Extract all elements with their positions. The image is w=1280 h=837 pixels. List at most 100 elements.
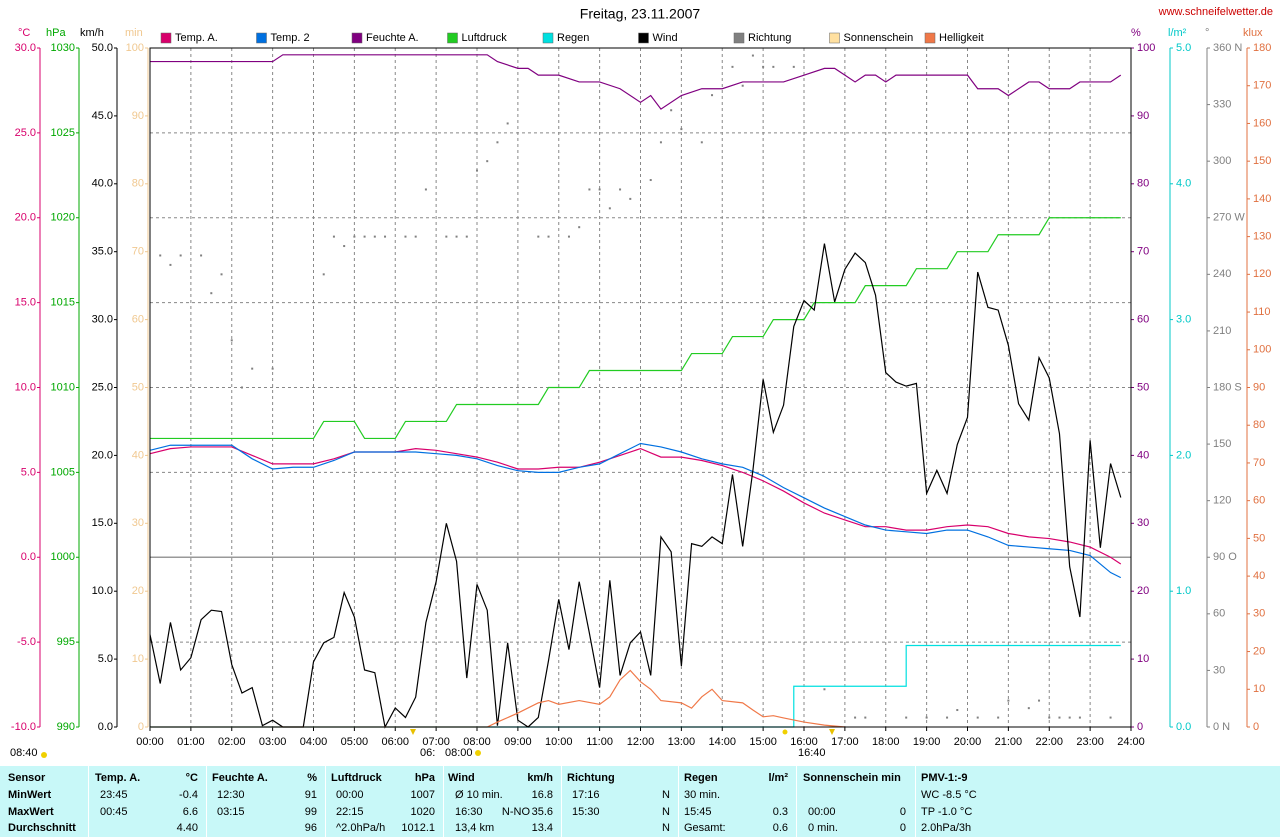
axis-unit: °C [18, 27, 30, 39]
direction-dot [905, 716, 908, 719]
y-tick-label: 30.0 [15, 42, 36, 54]
table-cell: 0 [899, 822, 906, 834]
legend-label: Helligkeit [939, 32, 984, 44]
table-cell: 4.40 [176, 822, 198, 834]
y-tick-label: 0.0 [21, 551, 36, 563]
annotation: 06: [420, 747, 435, 759]
y-tick-label: 10 [1253, 683, 1265, 695]
x-tick-label: 04:00 [300, 736, 328, 748]
axis-unit: klux [1243, 27, 1263, 39]
direction-dot [946, 716, 949, 719]
y-tick-label: 35.0 [92, 246, 113, 258]
y-tick-label: 70 [1137, 246, 1149, 258]
y-tick-label: 1000 [51, 551, 75, 563]
table-cell: MaxWert [8, 806, 54, 818]
direction-dot [169, 263, 172, 266]
legend-label: Regen [557, 32, 589, 44]
x-tick-label: 18:00 [872, 736, 900, 748]
direction-dot [680, 128, 683, 131]
y-tick-label: 1005 [51, 466, 75, 478]
x-tick-label: 15:00 [749, 736, 777, 748]
direction-dot [476, 169, 478, 172]
column-separator [796, 766, 797, 837]
table-cell: Feuchte A. [212, 772, 268, 784]
direction-dot [731, 65, 734, 68]
y-tick-label: 80 [132, 178, 144, 190]
table-cell: 0 [899, 806, 906, 818]
axis-unit: l/m² [1168, 27, 1187, 39]
legend-label: Sonnenschein [844, 32, 914, 44]
direction-dot [1007, 699, 1010, 702]
y-tick-label: 25.0 [92, 381, 113, 393]
series-line [150, 669, 845, 728]
axis-unit: ° [1205, 27, 1209, 39]
x-tick-label: 02:00 [218, 736, 246, 748]
table-cell: 16:30 [455, 806, 483, 818]
y-tick-label: 90 [1137, 110, 1149, 122]
table-cell: 16.8 [531, 789, 553, 801]
table-cell: 03:15 [217, 806, 245, 818]
direction-dot [649, 179, 652, 182]
direction-dot [1027, 707, 1030, 710]
y-tick-label: 170 [1253, 80, 1271, 92]
direction-dot [271, 367, 274, 370]
y-tick-label: 30 [1253, 608, 1265, 620]
axis-unit: hPa [46, 27, 66, 39]
x-tick-label: 17:00 [831, 736, 859, 748]
y-tick-label: 150 [1213, 438, 1231, 450]
series-line [149, 243, 1122, 729]
legend-swatch [733, 32, 745, 44]
x-tick-label: 08:00 [463, 736, 491, 748]
source-link: www.schneifelwetter.de [1158, 6, 1273, 18]
legend-swatch [447, 32, 458, 44]
table-cell: 99 [304, 806, 317, 818]
table-cell: hPa [414, 772, 435, 784]
table-cell: PMV-1:-9 [921, 772, 968, 784]
y-tick-label: 90 O [1213, 551, 1237, 563]
y-tick-label: -10.0 [11, 721, 36, 733]
plot-frame [149, 47, 1132, 728]
sun-marker [41, 752, 47, 758]
x-tick-label: 20:00 [954, 736, 982, 748]
direction-dot [373, 235, 376, 238]
table-cell: TP -1.0 °C [921, 806, 973, 818]
y-tick-label: 1010 [51, 381, 75, 393]
y-tick-label: 1.0 [1176, 585, 1191, 597]
table-cell: 0 min. [808, 822, 838, 834]
table-cell: °C [185, 772, 198, 784]
y-tick-label: 40 [1137, 449, 1149, 461]
x-tick-label: 24:00 [1117, 736, 1145, 748]
y-tick-label: 20.0 [15, 212, 36, 224]
column-separator [325, 766, 326, 837]
y-tick-label: 50 [1137, 381, 1149, 393]
table-cell: Ø 10 min. [455, 789, 503, 801]
direction-dot [200, 254, 203, 257]
table-cell: % [307, 772, 317, 784]
table-cell: 13.4 [531, 822, 553, 834]
direction-dot [1109, 716, 1112, 719]
y-tick-label: -5.0 [17, 636, 36, 648]
y-tick-label: 300 [1213, 155, 1231, 167]
table-cell: N [662, 822, 670, 834]
axis-unit: min [125, 27, 143, 39]
y-tick-label: 995 [57, 636, 75, 648]
x-tick-label: 11:00 [586, 736, 613, 748]
sun-marker [410, 729, 416, 735]
table-cell: 0.3 [772, 806, 788, 818]
y-tick-label: 20.0 [92, 449, 113, 461]
y-tick-label: 100 [126, 42, 144, 54]
direction-dot [619, 188, 622, 191]
direction-dot [496, 141, 499, 144]
x-tick-label: 05:00 [341, 736, 369, 748]
table-cell: km/h [527, 772, 553, 784]
y-tick-label: 10 [132, 653, 144, 665]
legend-swatch [256, 32, 267, 44]
legend-swatch [829, 32, 840, 44]
x-tick-label: 03:00 [259, 736, 287, 748]
direction-dot [332, 235, 335, 238]
y-tick-label: 80 [1253, 419, 1265, 431]
summary-table: Sensor Temp. A. °C Feuchte A.% Luftdruck hPa W… [0, 766, 1280, 837]
x-tick-label: 23:00 [1076, 736, 1104, 748]
y-tick-label: 100 [1253, 344, 1271, 356]
legend-label: Feuchte A. [366, 32, 419, 44]
